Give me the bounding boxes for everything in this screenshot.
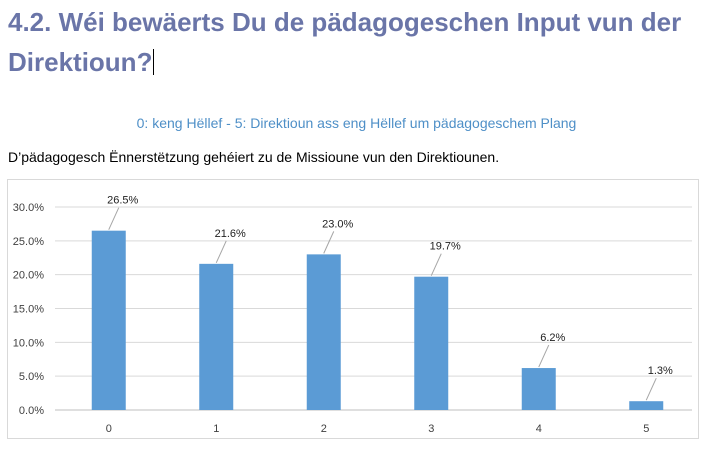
scale-description: 0: keng Hëllef - 5: Direktioun ass eng H… <box>136 115 577 131</box>
statement-text: D’pädagogesch Ënnerstëtzung gehéiert zu … <box>8 149 500 165</box>
bar <box>199 263 234 410</box>
data-label: 21.6% <box>215 228 246 240</box>
leader-line <box>430 253 442 276</box>
x-tick-label: 5 <box>643 423 649 435</box>
y-tick-label: 5.0% <box>19 371 44 383</box>
leader-line <box>538 344 550 368</box>
y-tick-label: 20.0% <box>13 270 44 282</box>
leader-line <box>215 240 227 264</box>
leader-line <box>323 231 335 254</box>
y-tick-label: 10.0% <box>13 337 44 349</box>
x-tick-label: 2 <box>321 423 327 435</box>
x-tick-label: 3 <box>428 423 434 435</box>
bar <box>91 230 126 410</box>
bar <box>306 254 341 410</box>
data-label: 1.3% <box>648 365 673 377</box>
x-tick-label: 4 <box>536 423 542 435</box>
y-tick-label: 25.0% <box>13 236 44 248</box>
leader-line <box>108 207 120 230</box>
text-cursor <box>153 49 155 75</box>
page-heading: 4.2. Wéi bewäerts Du de pädagogeschen In… <box>8 7 682 77</box>
data-label: 26.5% <box>107 195 138 207</box>
data-label: 19.7% <box>430 241 461 253</box>
data-label: 6.2% <box>540 332 565 344</box>
x-tick-label: 0 <box>106 423 112 435</box>
y-tick-label: 0.0% <box>19 405 44 417</box>
bar <box>521 368 556 410</box>
bar <box>629 401 664 410</box>
y-tick-label: 30.0% <box>13 202 44 214</box>
y-tick-label: 15.0% <box>13 304 44 316</box>
bar <box>414 276 449 410</box>
x-tick-label: 1 <box>213 423 219 435</box>
leader-line <box>645 377 657 401</box>
data-label: 23.0% <box>322 218 353 230</box>
chart-frame <box>7 179 699 439</box>
